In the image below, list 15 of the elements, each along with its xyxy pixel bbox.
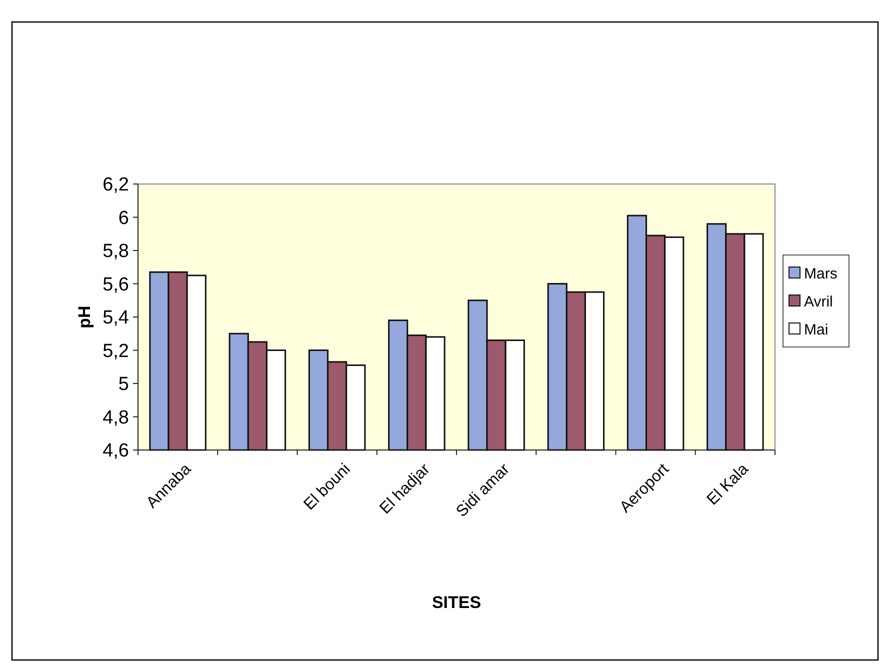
y-tick-label: 5,4 [102,308,130,329]
y-tick-label: 4,6 [102,440,129,462]
legend-label: Mars [804,265,838,282]
y-tick-label: 6,2 [102,174,129,196]
y-tick-label: 6 [118,208,129,229]
x-tick-label: El Kala [704,460,752,509]
legend-label: Mai [804,321,828,338]
y-tick-label: 5,2 [102,340,129,362]
y-tick-label: 5,6 [102,274,129,296]
y-tick-label: 4,8 [102,407,129,428]
y-tick-label: 5 [118,374,129,396]
legend-label: Avril [804,293,833,310]
x-axis-title: SITES [432,593,482,612]
y-axis-title: pH [75,306,94,328]
y-tick-label: 5,8 [102,241,129,262]
